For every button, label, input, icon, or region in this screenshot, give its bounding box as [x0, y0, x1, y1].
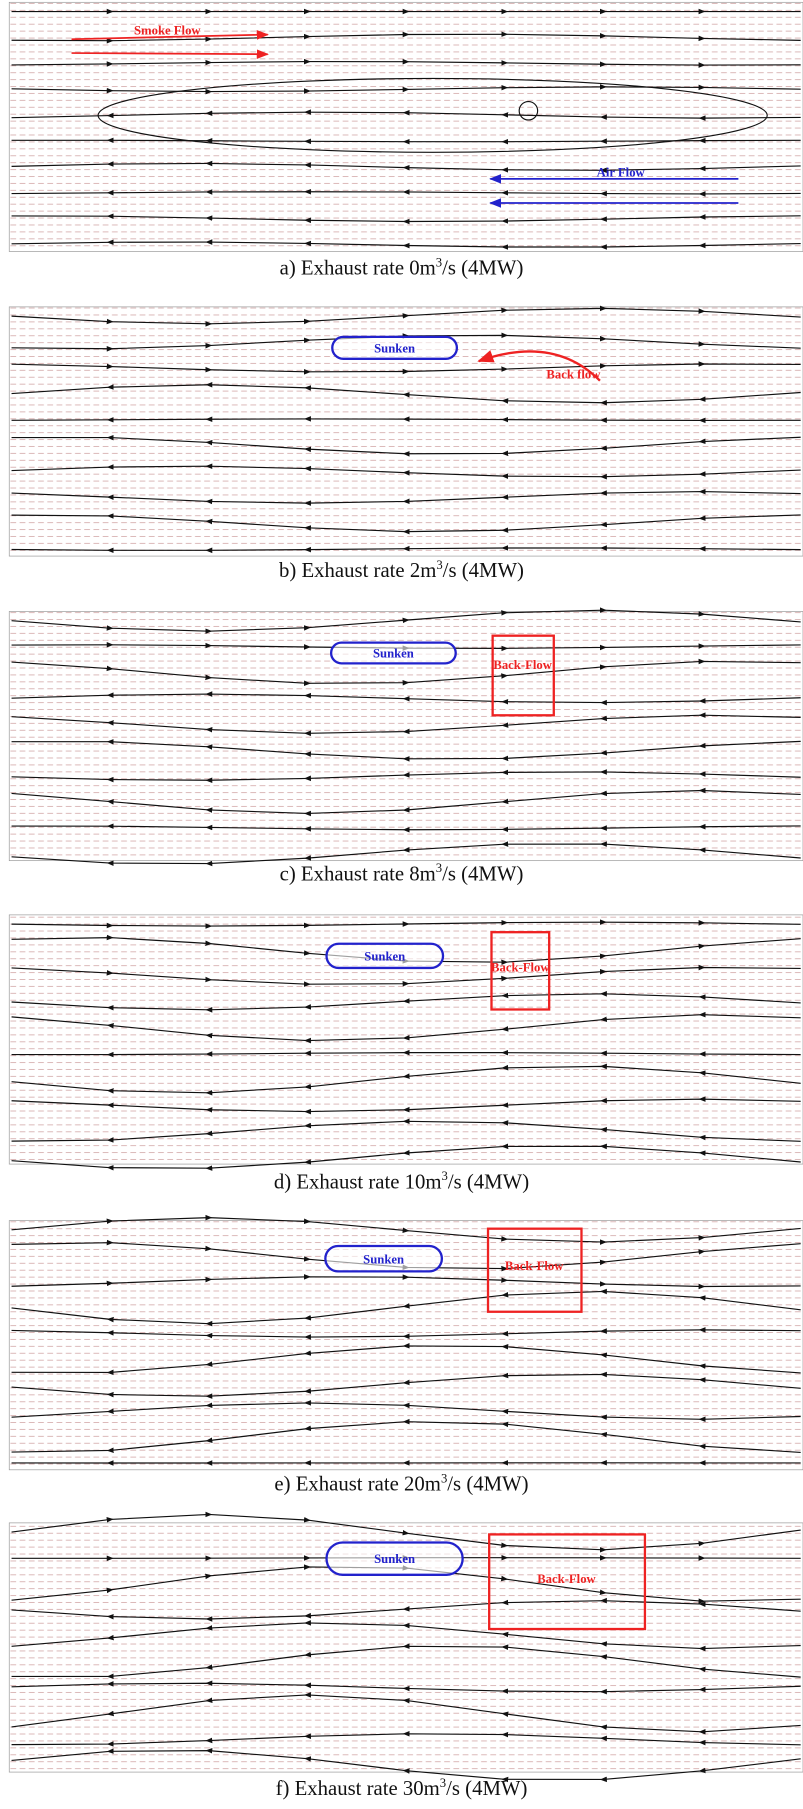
vector-field — [9, 2, 803, 251]
annotation: Back-Flow — [505, 1259, 564, 1273]
annotation: Back-Flow — [537, 1572, 596, 1586]
figure: Smoke Flow Air Flow a) Exhaust rate 0m3/s … — [0, 0, 803, 1809]
caption-text: /s (4MW) — [442, 258, 523, 280]
annotation: Back flow — [546, 367, 601, 381]
flow-panel: Sunken Back-Flow — [9, 1514, 803, 1779]
smoke-arrow — [72, 53, 268, 54]
annotation: Sunken — [364, 949, 405, 963]
annotation: Smoke Flow — [134, 24, 201, 38]
flow-panel: Sunken Back-Flow — [9, 1218, 803, 1470]
caption: c) Exhaust rate 8m3/s (4MW) — [280, 861, 524, 885]
caption: e) Exhaust rate 20m3/s (4MW) — [274, 1472, 528, 1496]
annotation: Sunken — [373, 647, 414, 661]
caption-text: f) Exhaust rate 30m — [276, 1778, 440, 1800]
caption: a) Exhaust rate 0m3/s (4MW) — [280, 256, 524, 280]
annotation: Sunken — [363, 1252, 404, 1266]
annotation: Sunken — [374, 341, 415, 355]
page: {"panels": [ {"caption": {"before": "a) … — [0, 0, 803, 1809]
caption-text: d) Exhaust rate 10m — [274, 1171, 442, 1193]
caption: d) Exhaust rate 10m3/s (4MW) — [274, 1169, 529, 1193]
caption-text: a) Exhaust rate 0m — [280, 258, 436, 280]
caption-text: /s (4MW) — [442, 863, 523, 885]
caption-text: /s (4MW) — [448, 1171, 529, 1193]
caption-text: e) Exhaust rate 20m — [274, 1474, 441, 1496]
flow-panel: Sunken Back-Flow — [9, 610, 803, 863]
annotation: Back-Flow — [493, 658, 552, 672]
annotation: Air Flow — [597, 166, 646, 180]
caption-text: /s (4MW) — [446, 1778, 527, 1800]
flow-panel: Smoke Flow Air Flow — [9, 2, 803, 251]
annotation: Sunken — [374, 1552, 415, 1566]
caption-text: /s (4MW) — [443, 560, 524, 582]
flow-panel: Sunken Back-Flow — [9, 915, 803, 1168]
caption-text: c) Exhaust rate 8m — [280, 863, 436, 885]
caption: b) Exhaust rate 2m3/s (4MW) — [279, 558, 524, 582]
caption-text: b) Exhaust rate 2m — [279, 560, 436, 582]
flow-panel: Sunken Back flow — [9, 307, 803, 556]
caption: f) Exhaust rate 30m3/s (4MW) — [276, 1776, 528, 1800]
caption-text: /s (4MW) — [447, 1474, 528, 1496]
annotation: Back-Flow — [491, 960, 550, 974]
